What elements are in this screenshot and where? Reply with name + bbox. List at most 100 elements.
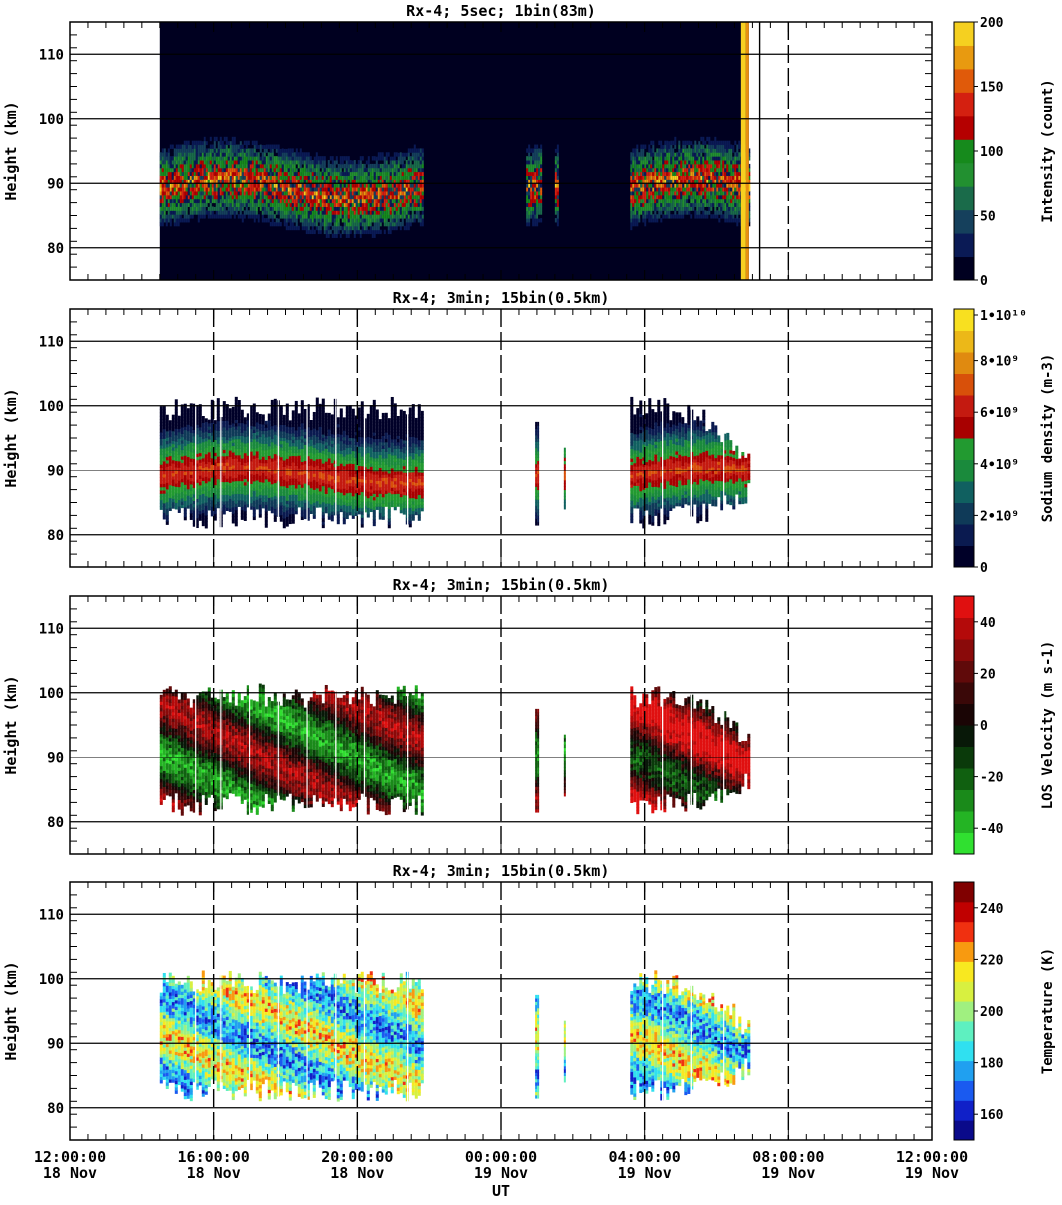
intensity-cell <box>274 206 276 210</box>
intensity-cell <box>726 218 728 222</box>
data-cell <box>205 454 208 458</box>
intensity-cell <box>692 160 694 164</box>
intensity-cell <box>348 218 350 222</box>
intensity-cell <box>194 164 196 168</box>
intensity-cell <box>360 183 362 187</box>
intensity-cell <box>364 222 366 226</box>
intensity-cell <box>662 145 664 149</box>
intensity-cell <box>218 148 220 152</box>
intensity-cell <box>270 172 272 176</box>
intensity-cell <box>250 152 252 156</box>
intensity-cell <box>698 148 700 152</box>
intensity-cell <box>658 172 660 176</box>
intensity-cell <box>302 187 304 191</box>
intensity-cell <box>356 206 358 210</box>
intensity-cell <box>408 222 410 226</box>
intensity-cell <box>388 206 390 210</box>
intensity-cell <box>712 199 714 203</box>
intensity-cell <box>234 141 236 145</box>
intensity-cell <box>642 222 644 226</box>
data-cell <box>199 495 202 499</box>
intensity-cell <box>400 176 402 180</box>
data-cell <box>199 462 202 466</box>
intensity-cell <box>322 206 324 210</box>
intensity-cell <box>216 137 218 141</box>
intensity-cell <box>388 176 390 180</box>
data-cell <box>199 407 202 411</box>
intensity-cell <box>400 210 402 214</box>
intensity-cell <box>666 145 668 149</box>
intensity-cell <box>652 168 654 172</box>
intensity-cell <box>232 152 234 156</box>
intensity-cell <box>306 199 308 203</box>
intensity-cell <box>640 199 642 203</box>
intensity-cell <box>736 168 738 172</box>
intensity-cell <box>232 191 234 195</box>
intensity-cell <box>300 218 302 222</box>
intensity-cell <box>246 156 248 160</box>
intensity-cell <box>714 160 716 164</box>
intensity-cell <box>666 148 668 152</box>
data-cell <box>199 440 202 444</box>
data-cell <box>229 489 232 493</box>
intensity-cell <box>216 148 218 152</box>
intensity-cell <box>684 183 686 187</box>
intensity-cell <box>298 210 300 214</box>
data-cell <box>172 460 175 464</box>
intensity-cell <box>668 148 670 152</box>
intensity-cell <box>206 218 208 222</box>
intensity-cell <box>216 214 218 218</box>
intensity-cell <box>650 164 652 168</box>
intensity-cell <box>654 210 656 214</box>
intensity-cell <box>420 222 422 226</box>
data-cell <box>160 435 163 439</box>
intensity-cell <box>408 152 410 156</box>
intensity-cell <box>526 203 528 207</box>
intensity-cell <box>652 187 654 191</box>
intensity-cell <box>314 183 316 187</box>
data-cell <box>181 424 184 428</box>
intensity-cell <box>200 141 202 145</box>
intensity-cell <box>738 168 740 172</box>
intensity-cell <box>366 218 368 222</box>
intensity-cell <box>256 172 258 176</box>
intensity-cell <box>682 195 684 199</box>
data-cell <box>181 501 184 505</box>
intensity-cell <box>242 218 244 222</box>
intensity-cell <box>630 156 632 160</box>
intensity-cell <box>720 206 722 210</box>
intensity-cell <box>174 191 176 195</box>
intensity-cell <box>734 187 736 191</box>
intensity-cell <box>206 203 208 207</box>
data-cell <box>202 474 205 478</box>
intensity-cell <box>690 183 692 187</box>
intensity-cell <box>410 195 412 199</box>
intensity-cell <box>528 210 530 214</box>
data-cell <box>190 497 193 501</box>
intensity-cell <box>226 160 228 164</box>
intensity-cell <box>254 191 256 195</box>
intensity-cell <box>640 176 642 180</box>
intensity-cell <box>238 156 240 160</box>
intensity-cell <box>386 156 388 160</box>
intensity-cell <box>164 160 166 164</box>
intensity-cell <box>204 214 206 218</box>
intensity-cell <box>244 187 246 191</box>
intensity-cell <box>238 191 240 195</box>
intensity-cell <box>702 156 704 160</box>
intensity-cell <box>294 214 296 218</box>
intensity-cell <box>632 152 634 156</box>
data-cell <box>163 471 166 475</box>
intensity-cell <box>268 156 270 160</box>
intensity-cell <box>268 168 270 172</box>
intensity-cell <box>378 203 380 207</box>
intensity-cell <box>240 156 242 160</box>
data-cell <box>211 513 214 517</box>
data-cell <box>160 471 163 475</box>
intensity-cell <box>178 148 180 152</box>
intensity-cell <box>530 160 532 164</box>
intensity-cell <box>230 214 232 218</box>
intensity-cell <box>176 148 178 152</box>
data-cell <box>178 445 181 449</box>
intensity-cell <box>380 164 382 168</box>
